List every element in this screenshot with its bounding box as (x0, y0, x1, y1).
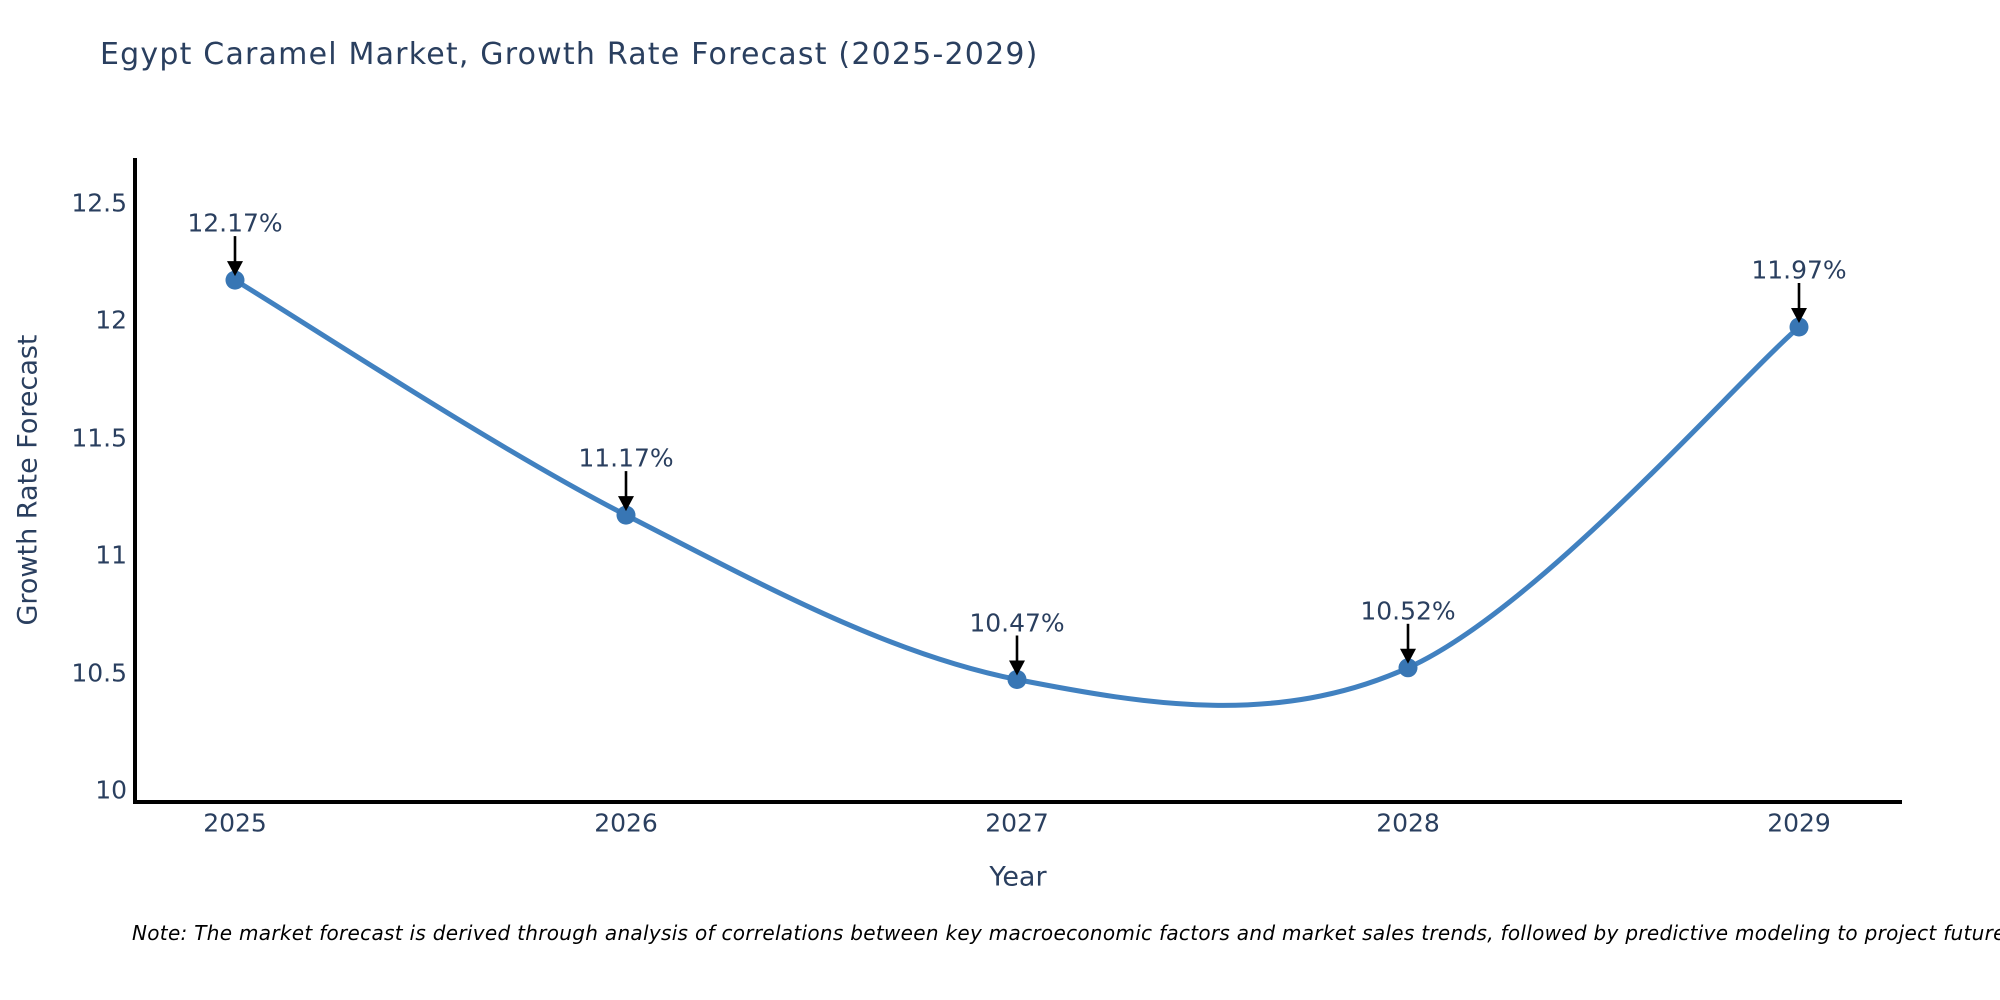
y-axis-title: Growth Rate Forecast (12, 334, 44, 626)
data-point-2025 (225, 270, 245, 290)
annotation-label-2025: 12.17% (187, 208, 283, 238)
arrow-head-icon (1009, 660, 1025, 676)
arrow-head-icon (227, 261, 243, 277)
y-tick-label-12: 12 (95, 305, 127, 335)
y-tick-label-12.5: 12.5 (71, 188, 127, 217)
y-tick-label-10: 10 (95, 775, 127, 805)
annotation-arrows (227, 236, 1807, 676)
data-point-markers (225, 270, 1809, 689)
data-point-2029 (1789, 317, 1809, 337)
arrow-head-icon (1400, 648, 1416, 664)
y-tick-label-10.5: 10.5 (71, 658, 127, 687)
x-tick-label-2026: 2026 (594, 808, 658, 838)
x-axis-title: Year (989, 861, 1047, 893)
y-tick-label-11: 11 (95, 540, 127, 570)
annotation-label-2026: 11.17% (578, 443, 674, 473)
chart-title: Egypt Caramel Market, Growth Rate Foreca… (100, 37, 1039, 72)
data-point-2027 (1007, 670, 1027, 689)
y-tick-label-11.5: 11.5 (71, 423, 127, 452)
arrow-head-icon (618, 496, 634, 512)
annotation-label-2029: 11.97% (1751, 255, 1847, 285)
x-tick-label-2027: 2027 (985, 808, 1049, 838)
annotation-label-2028: 10.52% (1360, 596, 1456, 626)
arrow-head-icon (1791, 308, 1807, 323)
x-tick-label-2029: 2029 (1767, 808, 1831, 838)
data-point-2026 (616, 505, 636, 525)
x-tick-label-2028: 2028 (1376, 808, 1440, 838)
x-tick-label-2025: 2025 (203, 808, 267, 838)
annotation-label-2027: 10.47% (969, 608, 1065, 637)
data-point-2028 (1398, 658, 1418, 678)
footnote: Note: The market forecast is derived thr… (132, 921, 2000, 945)
